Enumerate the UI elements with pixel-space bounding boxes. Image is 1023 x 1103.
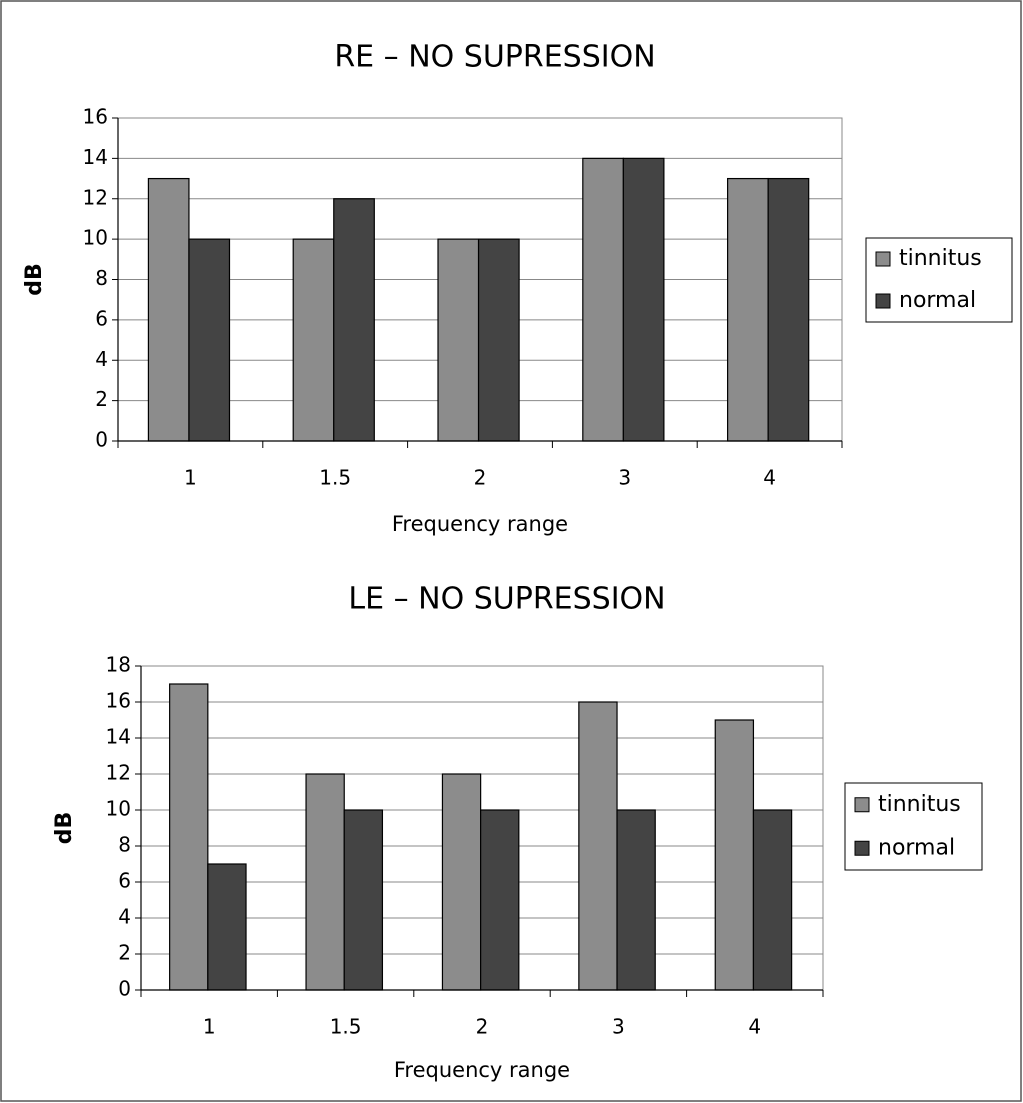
y-tick-label: 8 (95, 266, 108, 290)
x-tick-label: 3 (618, 466, 631, 490)
bar (305, 773, 345, 991)
y-tick-label: 12 (83, 185, 108, 209)
legend-swatch (875, 251, 891, 267)
x-tick-label: 4 (763, 466, 776, 490)
bar (767, 177, 810, 442)
x-tick-label: 2 (476, 1015, 489, 1039)
x-tick-label: 1.5 (319, 466, 351, 490)
bar (727, 177, 769, 442)
bar (441, 773, 482, 991)
bar (714, 719, 755, 991)
bar (169, 683, 209, 991)
bar (582, 157, 624, 442)
bar (477, 238, 520, 442)
y-tick-label: 4 (118, 905, 131, 929)
y-tick-label: 8 (118, 833, 131, 857)
y-tick-label: 18 (106, 653, 131, 677)
x-axis-label: Frequency range (392, 512, 568, 536)
bar (578, 701, 618, 991)
bar (480, 809, 520, 991)
legend-swatch (854, 797, 870, 813)
legend-label: tinnitus (899, 246, 982, 271)
legend-label: normal (878, 835, 955, 860)
bar (147, 177, 190, 442)
x-tick-label: 3 (612, 1015, 625, 1039)
bar (622, 157, 665, 442)
legend-label: tinnitus (878, 792, 961, 817)
bar (292, 238, 335, 442)
x-tick-label: 4 (748, 1015, 761, 1039)
chart-title: LE – NO SUPRESSION (348, 582, 665, 617)
bar (616, 809, 656, 991)
chart-title: RE – NO SUPRESSION (334, 40, 655, 75)
bar (752, 809, 793, 991)
y-tick-label: 0 (95, 428, 108, 452)
y-tick-label: 2 (118, 941, 131, 965)
y-tick-label: 10 (83, 226, 108, 250)
y-tick-label: 16 (83, 105, 108, 129)
bar (207, 863, 247, 991)
bar (437, 238, 480, 442)
x-tick-label: 1.5 (330, 1015, 362, 1039)
x-tick-label: 1 (184, 466, 197, 490)
bar (188, 238, 231, 442)
y-tick-label: 2 (95, 387, 108, 411)
bar (333, 198, 375, 442)
legend-swatch (854, 840, 870, 856)
y-axis-label: dB (52, 812, 77, 845)
y-tick-label: 4 (95, 347, 108, 371)
x-axis-label: Frequency range (394, 1058, 570, 1082)
y-tick-label: 12 (106, 761, 131, 785)
y-tick-label: 16 (106, 689, 131, 713)
y-tick-label: 10 (106, 797, 131, 821)
y-tick-label: 0 (118, 977, 131, 1001)
bar (343, 809, 384, 991)
y-tick-label: 6 (95, 306, 108, 330)
y-tick-label: 6 (118, 869, 131, 893)
x-tick-label: 2 (474, 466, 487, 490)
y-axis-label: dB (22, 263, 47, 296)
y-tick-label: 14 (106, 725, 131, 749)
legend-swatch (875, 293, 891, 309)
y-tick-label: 14 (83, 145, 108, 169)
x-tick-label: 1 (203, 1015, 216, 1039)
legend-label: normal (899, 288, 976, 313)
